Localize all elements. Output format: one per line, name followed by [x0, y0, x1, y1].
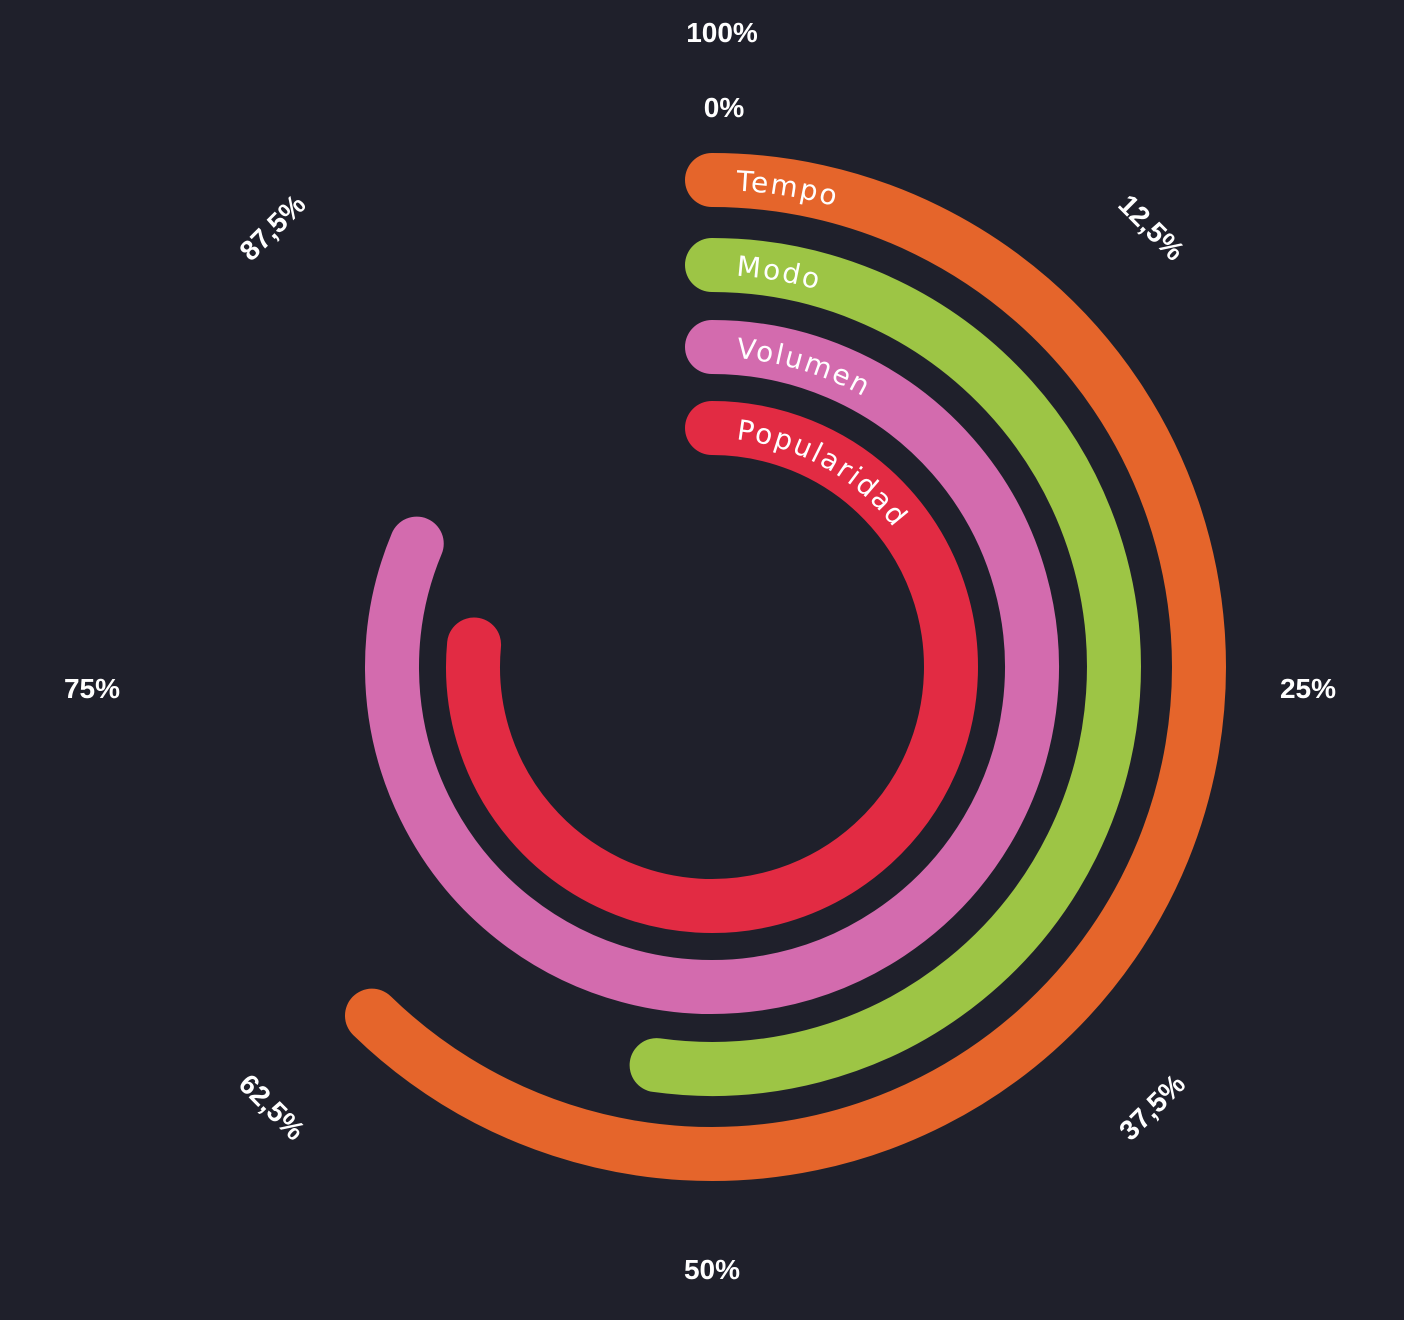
tick-label-0: 0%: [704, 92, 745, 123]
tick-label-100: 100%: [686, 17, 758, 48]
arc-popularidad: [446, 401, 978, 933]
tick-label-50: 50%: [684, 1254, 740, 1285]
tick-label-75: 75%: [64, 673, 120, 704]
arc-volumen: [365, 320, 1059, 1014]
series-arcs: [344, 153, 1226, 1181]
tick-label-25: 25%: [1280, 673, 1336, 704]
arc-modo: [629, 238, 1141, 1096]
arc-tempo: [344, 153, 1226, 1181]
